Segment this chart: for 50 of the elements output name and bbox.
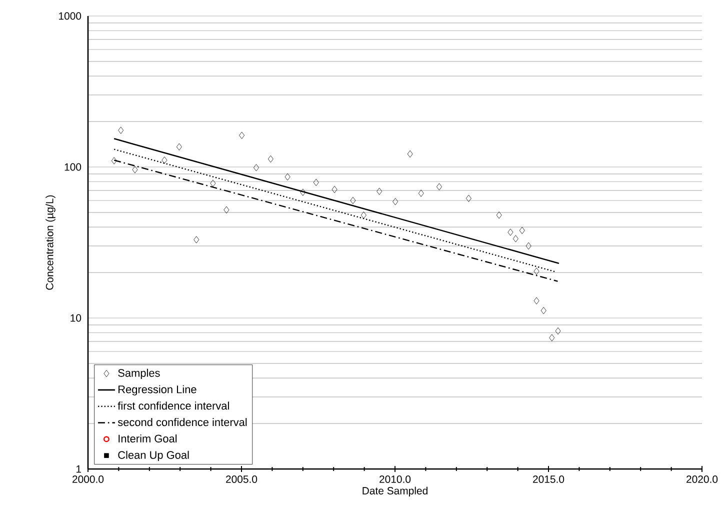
point [239, 132, 245, 139]
point [300, 188, 306, 196]
point [392, 198, 398, 206]
point [534, 297, 540, 304]
point [508, 228, 514, 236]
legend-label: Interim Goal [118, 434, 177, 442]
point [360, 212, 366, 219]
point [496, 212, 502, 219]
legend-label: Regression Line [118, 385, 196, 396]
x-tick-label: 2015.0 [533, 476, 564, 483]
point [132, 166, 138, 174]
y-tick-label: 10 [70, 314, 82, 322]
point [111, 157, 117, 164]
point [534, 268, 540, 275]
x-tick-label: 2010.0 [380, 476, 411, 483]
point [284, 173, 290, 180]
point [436, 183, 442, 190]
legend-label: first confidence interval [118, 402, 229, 410]
point [313, 178, 319, 186]
y-tick-label: 1000 [59, 12, 82, 20]
point [268, 155, 274, 163]
point [118, 126, 124, 134]
point [519, 226, 525, 234]
point [526, 242, 532, 250]
point [418, 190, 424, 197]
y-tick-label: 100 [64, 163, 82, 171]
point [210, 180, 216, 187]
legend-label: second confidence interval [118, 418, 247, 426]
point [176, 143, 182, 150]
y-axis-title: Concentration (µg/L) [46, 195, 56, 290]
point [512, 235, 518, 242]
x-tick-label: 2000.0 [72, 476, 104, 483]
point [332, 186, 338, 194]
legend-label: Samples [118, 368, 160, 380]
y-tick-label: 1 [76, 465, 81, 473]
point [555, 327, 561, 335]
point [162, 156, 168, 164]
point [194, 236, 200, 244]
x-tick-label: 2005.0 [226, 476, 258, 483]
point [407, 150, 413, 158]
point [224, 206, 230, 214]
point [350, 196, 356, 204]
point [254, 164, 259, 172]
x-axis-title: Date Sampled [362, 486, 428, 497]
point [549, 334, 555, 342]
point [376, 188, 382, 195]
legend-label: Clean Up Goal [118, 450, 189, 462]
x-tick-label: 2020.0 [686, 476, 718, 483]
point [466, 194, 472, 202]
point [540, 306, 546, 314]
